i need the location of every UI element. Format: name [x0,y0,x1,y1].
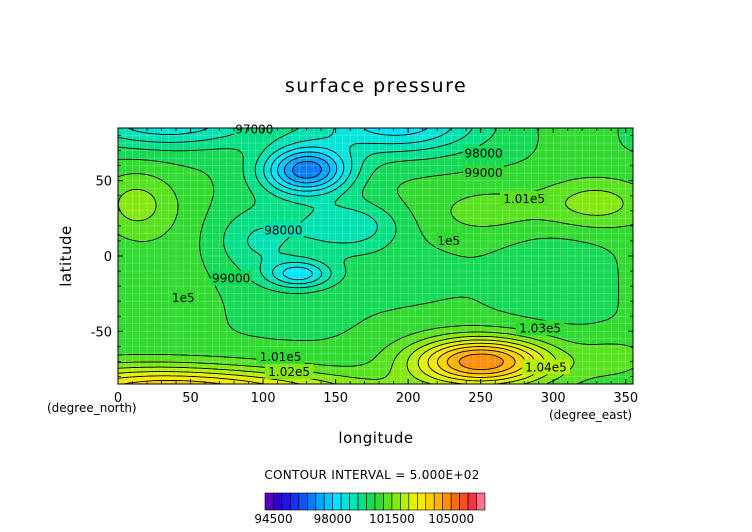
contour-label: 98000 [464,147,502,161]
colorbar-bin [273,493,281,510]
colorbar-bin [383,493,391,510]
colorbar-tick-label: 98000 [314,512,352,526]
colorbar-bin [477,493,485,510]
x-tick-label: 300 [541,391,566,406]
contour-label: 99000 [212,272,250,286]
colorbar-bin [290,493,298,510]
colorbar-tick-label: 105000 [428,512,474,526]
y-tick-label: 0 [104,250,112,265]
colorbar-bin [316,493,324,510]
colorbar-bin [358,493,366,510]
colorbar-bin [443,493,451,510]
y-tick-label: -50 [91,325,112,340]
x-tick-label: 200 [396,391,421,406]
contour-label: 1e5 [437,234,460,248]
colorbar-bin [299,493,307,510]
x-tick-label: 100 [251,391,276,406]
contour-label: 1.01e5 [503,192,545,206]
colorbar-bin [409,493,417,510]
colorbar-bin [367,493,375,510]
y-tick-label: 50 [95,175,112,190]
x-tick-label: 350 [613,391,638,406]
x-tick-label: 150 [323,391,348,406]
contour-label: 1.04e5 [525,360,567,374]
colorbar-bin [434,493,442,510]
colorbar-tick-label: 94500 [254,512,292,526]
contour-label: 1.01e5 [260,350,302,364]
contour-interval-note: CONTOUR INTERVAL = 5.000E+02 [264,468,479,482]
colorbar-bin [426,493,434,510]
x-axis-label: longitude [338,429,413,447]
colorbar: 94500 98000 101500 105000 [254,493,485,526]
x-tick-label: 250 [468,391,493,406]
colorbar-bin [282,493,290,510]
colorbar-bin [333,493,341,510]
colorbar-bin [451,493,459,510]
contour-label: 99000 [464,166,502,180]
colorbar-tick-label: 101500 [369,512,415,526]
colorbar-bin [341,493,349,510]
plot-area [118,122,634,385]
contour-label: 1e5 [172,291,195,305]
colorbar-bin [324,493,332,510]
chart-title: surface pressure [285,75,467,97]
contour-label: 98000 [264,223,302,237]
colorbar-bin [392,493,400,510]
colorbar-bin [417,493,425,510]
y-axis-label: latitude [57,225,75,287]
contour-label: 97000 [235,123,273,137]
colorbar-bin [468,493,476,510]
colorbar-bin [307,493,315,510]
colorbar-bin [460,493,468,510]
colorbar-bin [375,493,383,510]
contour-label: 1.03e5 [519,321,561,335]
colorbar-bin [350,493,358,510]
y-axis-unit: (degree_north) [47,401,137,415]
colorbar-bin [400,493,408,510]
contour-label: 1.02e5 [268,365,310,379]
x-axis-unit: (degree_east) [549,408,632,422]
x-tick-label: 50 [182,391,199,406]
colorbar-bin [265,493,273,510]
